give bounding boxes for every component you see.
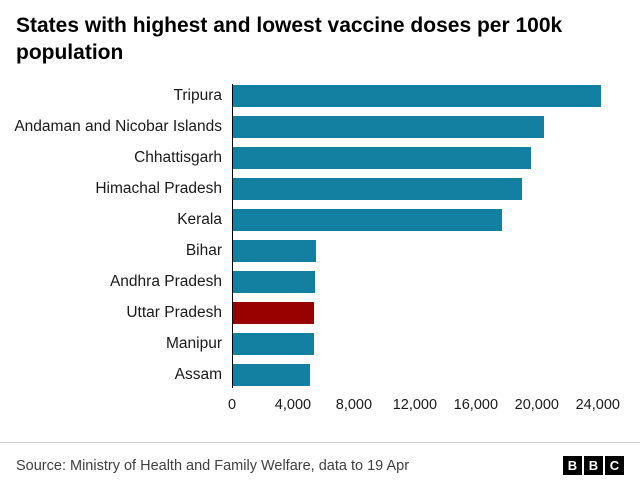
bar (232, 333, 314, 356)
category-label: Chhattisgarh (134, 149, 222, 167)
bar-row: Assam (0, 360, 640, 391)
bar-track (232, 240, 610, 263)
x-tick-label: 0 (227, 396, 237, 413)
category-label: Bihar (185, 242, 222, 260)
x-tick-label: 24,000 (575, 396, 620, 413)
bar-track (232, 271, 610, 294)
category-label: Assam (174, 366, 222, 384)
x-tick-label: 8,000 (335, 396, 373, 413)
x-tick-label: 20,000 (514, 396, 560, 413)
bar-row: Andaman and Nicobar Islands (0, 112, 640, 143)
bar (232, 178, 522, 201)
category-label: Manipur (166, 335, 222, 353)
category-label: Andhra Pradesh (109, 273, 222, 291)
bar (232, 302, 315, 325)
bar-track (232, 333, 610, 356)
bar-track (232, 116, 610, 139)
bar-chart: Tripura Andaman and Nicobar Islands Chhatt… (0, 81, 640, 421)
bar-track (232, 178, 610, 201)
footer: Source: Ministry of Health and Family We… (0, 442, 640, 488)
category-label: Uttar Pradesh (126, 304, 222, 322)
category-label: Tripura (173, 87, 222, 105)
x-axis-ticks: 0 4,000 8,000 12,000 16,000 20,000 24,000 (228, 396, 620, 421)
bar-track (232, 364, 610, 387)
bar (232, 240, 316, 263)
x-tick-label: 16,000 (453, 396, 499, 413)
bar (232, 271, 316, 294)
x-tick-label: 12,000 (392, 396, 438, 413)
bbc-logo-letter: C (605, 456, 624, 475)
bar-row: Himachal Pradesh (0, 174, 640, 205)
bar-track (232, 209, 610, 232)
bar-row: Andhra Pradesh (0, 267, 640, 298)
bar-track (232, 85, 610, 108)
bar-track (232, 302, 610, 325)
chart-title: States with highest and lowest vaccine d… (16, 14, 563, 65)
bar-row: Bihar (0, 236, 640, 267)
bar-row: Kerala (0, 205, 640, 236)
bar (232, 147, 531, 170)
bar (232, 364, 311, 387)
bar (232, 85, 601, 108)
x-tick-label: 4,000 (274, 396, 312, 413)
bar (232, 116, 545, 139)
bar-row: Manipur (0, 329, 640, 360)
bar-chart-rows: Tripura Andaman and Nicobar Islands Chhatt… (0, 81, 640, 391)
y-axis-line (232, 83, 233, 388)
bbc-logo-letter: B (563, 456, 582, 475)
category-label: Himachal Pradesh (95, 180, 222, 198)
bar-row: Uttar Pradesh (0, 298, 640, 329)
bar-row: Chhattisgarh (0, 143, 640, 174)
source-text: Source: Ministry of Health and Family We… (16, 457, 410, 474)
bar-row: Tripura (0, 81, 640, 112)
category-label: Andaman and Nicobar Islands (14, 118, 222, 136)
category-label: Kerala (177, 211, 222, 229)
bbc-logo-letter: B (584, 456, 603, 475)
bar (232, 209, 502, 232)
bar-track (232, 147, 610, 170)
